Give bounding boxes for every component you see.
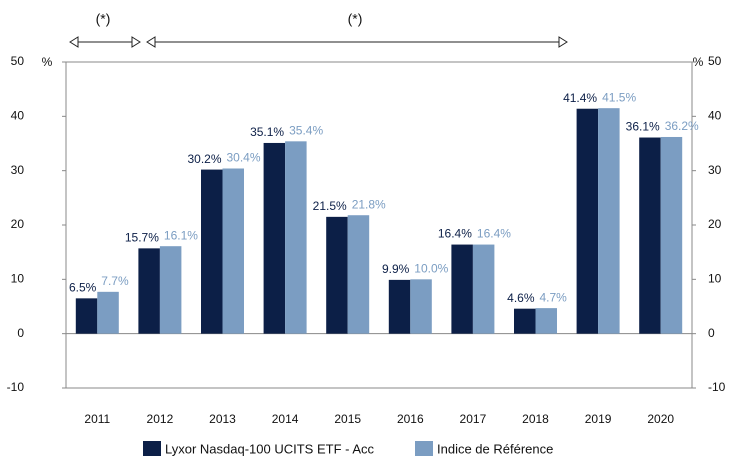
bar bbox=[326, 216, 348, 334]
value-label: 16.1% bbox=[164, 228, 198, 242]
legend-label: Indice de Référence bbox=[437, 441, 553, 456]
value-label: 30.4% bbox=[227, 151, 261, 165]
value-label: 21.8% bbox=[352, 197, 386, 211]
y2-tick-label: 30 bbox=[708, 163, 722, 177]
y2-tick-label: 40 bbox=[708, 109, 722, 123]
bar bbox=[451, 244, 473, 334]
y-tick-label: 40 bbox=[11, 109, 25, 123]
y-tick-label: -10 bbox=[7, 380, 25, 394]
value-label: 4.7% bbox=[540, 290, 568, 304]
x-tick-label: 2017 bbox=[460, 412, 487, 426]
bar bbox=[285, 141, 307, 334]
bar bbox=[660, 136, 683, 334]
value-label: 41.5% bbox=[602, 90, 636, 104]
y2-tick-label: 0 bbox=[708, 326, 715, 340]
value-label: 7.7% bbox=[101, 274, 129, 288]
y2-tick-label: 50 bbox=[708, 54, 722, 68]
bar bbox=[598, 108, 620, 334]
value-label: 16.4% bbox=[438, 227, 472, 241]
bar bbox=[222, 168, 244, 334]
value-label: 35.1% bbox=[250, 125, 284, 139]
x-tick-label: 2019 bbox=[585, 412, 612, 426]
value-label: 9.9% bbox=[382, 262, 410, 276]
annotation: (*) bbox=[96, 11, 111, 27]
bar bbox=[201, 169, 223, 334]
bar bbox=[639, 137, 661, 334]
annotation: (*) bbox=[348, 11, 363, 27]
y-tick-label: 20 bbox=[11, 217, 25, 231]
y-tick-label: 0 bbox=[17, 326, 24, 340]
value-label: 4.6% bbox=[507, 291, 535, 305]
value-label: 30.2% bbox=[187, 152, 221, 166]
y2-tick-label: 20 bbox=[708, 217, 722, 231]
value-label: 36.1% bbox=[626, 120, 660, 134]
value-label: 15.7% bbox=[125, 231, 159, 245]
bar bbox=[97, 291, 119, 334]
bar bbox=[535, 308, 557, 334]
bar bbox=[388, 279, 411, 334]
bar bbox=[410, 279, 432, 334]
y-tick-label: 30 bbox=[11, 163, 25, 177]
bar bbox=[75, 298, 98, 334]
x-tick-label: 2015 bbox=[334, 412, 361, 426]
x-tick-label: 2016 bbox=[397, 412, 424, 426]
value-label: 36.2% bbox=[665, 119, 699, 133]
value-label: 35.4% bbox=[289, 123, 323, 137]
x-tick-label: 2013 bbox=[209, 412, 236, 426]
legend-swatch bbox=[143, 441, 161, 456]
y-tick-label: 10 bbox=[11, 272, 25, 286]
y2-tick-label: -10 bbox=[708, 380, 726, 394]
x-tick-label: 2020 bbox=[647, 412, 674, 426]
value-label: 21.5% bbox=[313, 199, 347, 213]
value-label: 6.5% bbox=[69, 281, 97, 295]
y-tick-label: 50 bbox=[11, 54, 25, 68]
bar bbox=[347, 215, 370, 334]
x-tick-label: 2018 bbox=[522, 412, 549, 426]
y2-axis-label: % bbox=[693, 55, 704, 69]
x-tick-label: 2011 bbox=[84, 412, 110, 426]
bar bbox=[514, 308, 536, 334]
bar bbox=[263, 142, 286, 334]
bar bbox=[159, 246, 182, 334]
x-tick-label: 2014 bbox=[272, 412, 299, 426]
arrows bbox=[69, 36, 568, 48]
bar bbox=[138, 248, 160, 334]
value-label: 10.0% bbox=[414, 262, 448, 276]
legend-label: Lyxor Nasdaq-100 UCITS ETF - Acc bbox=[165, 441, 375, 456]
x-tick-label: 2012 bbox=[147, 412, 174, 426]
bar bbox=[472, 244, 495, 334]
bar bbox=[576, 108, 599, 334]
legend-swatch bbox=[415, 441, 433, 456]
y-axis-label: % bbox=[42, 55, 53, 69]
value-label: 16.4% bbox=[477, 227, 511, 241]
value-label: 41.4% bbox=[563, 91, 597, 105]
y2-tick-label: 10 bbox=[708, 272, 722, 286]
